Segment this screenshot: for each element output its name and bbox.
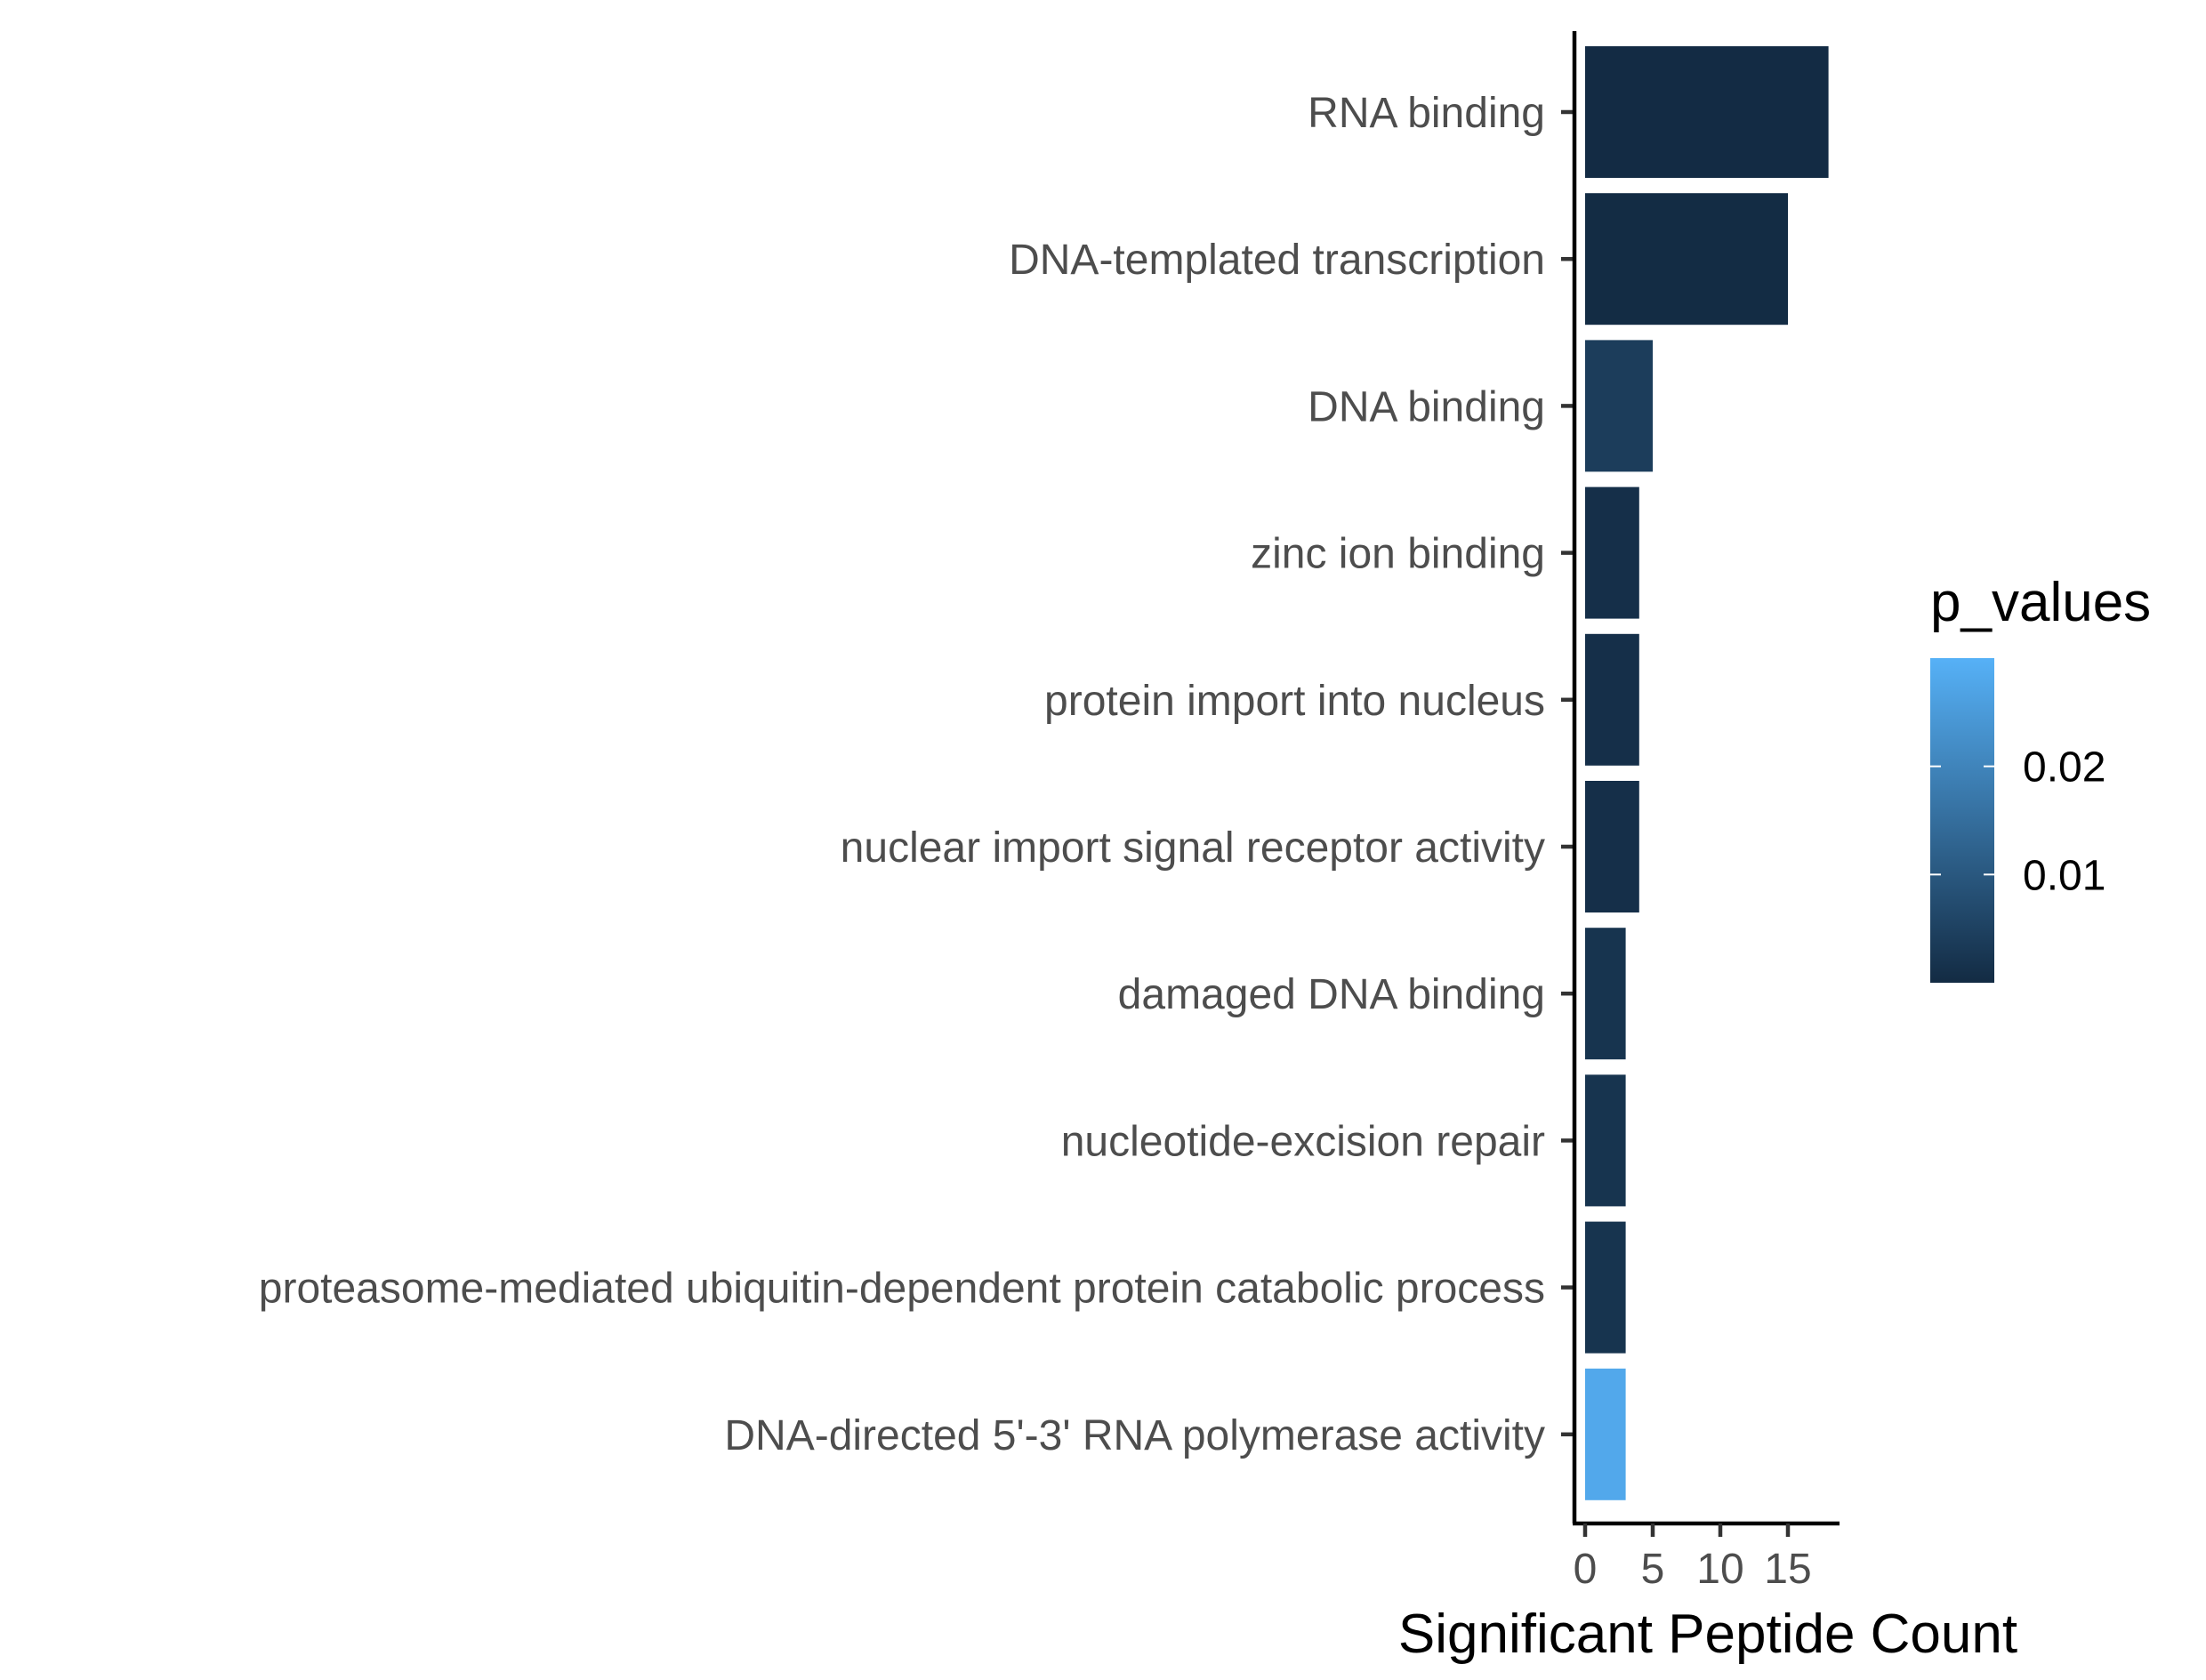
bar	[1585, 1074, 1626, 1207]
x-axis-title: Significant Peptide Count	[1398, 1604, 2017, 1665]
category-label: nuclear import signal receptor activity	[841, 824, 1545, 872]
category-label: DNA binding	[1308, 383, 1545, 430]
bar	[1585, 1368, 1626, 1500]
x-axis-ticks: 0 5 10 15	[1574, 1523, 1812, 1593]
category-label: RNA binding	[1308, 90, 1545, 137]
legend-title: p_values	[1930, 572, 2151, 633]
bar	[1585, 928, 1626, 1060]
category-label: DNA-directed 5'-3' RNA polymerase activi…	[724, 1412, 1545, 1459]
legend: p_values 0.02 0.01	[1930, 572, 2151, 983]
category-label: damaged DNA binding	[1118, 971, 1545, 1018]
bars-group	[1585, 46, 1829, 1500]
category-label: nucleotide-excision repair	[1061, 1118, 1545, 1165]
x-tick-label: 15	[1764, 1546, 1811, 1593]
category-label: zinc ion binding	[1251, 531, 1545, 578]
bar	[1585, 781, 1639, 912]
bar	[1585, 46, 1829, 178]
category-label: protein import into nucleus	[1044, 678, 1545, 725]
legend-colorbar	[1930, 658, 1994, 983]
bar	[1585, 633, 1639, 766]
x-tick-label: 10	[1696, 1546, 1743, 1593]
category-label: proteasome-mediated ubiquitin-dependent …	[259, 1266, 1545, 1313]
bar	[1585, 340, 1653, 472]
legend-tick-label: 0.02	[2023, 744, 2105, 792]
category-labels: RNA binding DNA-templated transcription DN…	[259, 90, 1545, 1459]
bar	[1585, 1221, 1626, 1354]
category-label: DNA-templated transcription	[1009, 237, 1545, 284]
bar	[1585, 193, 1788, 326]
x-tick-label: 5	[1641, 1546, 1665, 1593]
x-tick-label: 0	[1574, 1546, 1598, 1593]
legend-tick-label: 0.01	[2023, 852, 2105, 899]
legend-ticks: 0.02 0.01	[1930, 744, 2105, 899]
y-axis-ticks	[1561, 109, 1574, 1437]
bar	[1585, 486, 1639, 619]
